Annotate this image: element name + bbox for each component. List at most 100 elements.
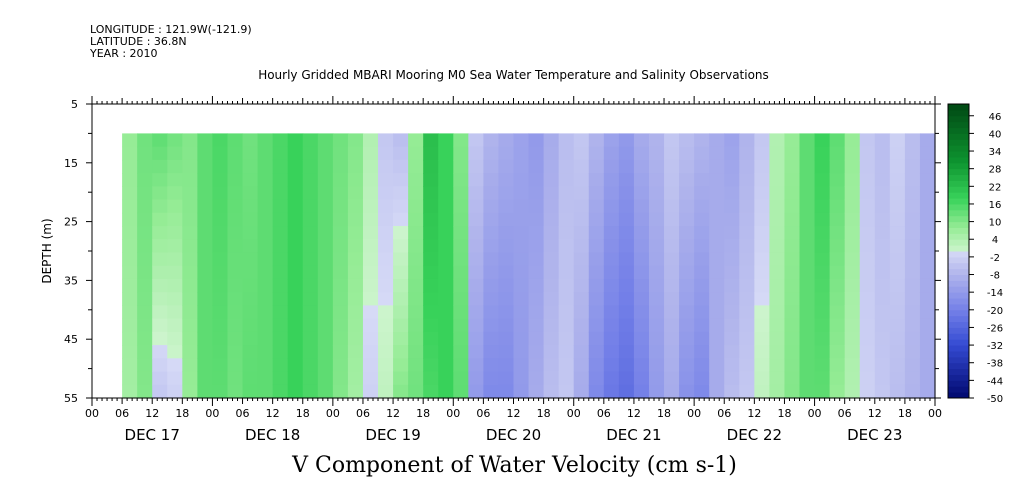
heatmap-cell bbox=[362, 173, 379, 187]
latitude-label: LATITUDE : 36.8N bbox=[90, 35, 187, 48]
x-hour-label: 18 bbox=[296, 407, 310, 420]
heatmap-cell bbox=[317, 318, 334, 333]
heatmap-cell bbox=[362, 358, 379, 373]
heatmap-cell bbox=[754, 358, 771, 373]
heatmap-cell bbox=[438, 186, 454, 201]
heatmap-cell bbox=[513, 186, 530, 201]
heatmap-cell bbox=[438, 159, 454, 174]
heatmap-cell bbox=[272, 159, 289, 174]
heatmap-cell bbox=[633, 265, 650, 280]
heatmap-cell bbox=[483, 371, 500, 386]
heatmap-cell bbox=[528, 252, 545, 267]
heatmap-cell bbox=[468, 305, 484, 320]
heatmap-cell bbox=[302, 384, 319, 399]
colorbar-swatch bbox=[948, 356, 969, 364]
heatmap-cell bbox=[769, 146, 786, 161]
heatmap-cell bbox=[844, 384, 861, 399]
heatmap-cell bbox=[829, 345, 846, 359]
colorbar-swatch bbox=[948, 233, 969, 240]
colorbar-label: -26 bbox=[987, 323, 1003, 334]
heatmap-cell bbox=[573, 318, 590, 333]
heatmap-cell bbox=[558, 239, 575, 254]
heatmap-cell bbox=[302, 212, 319, 227]
heatmap-cell bbox=[137, 186, 153, 201]
heatmap-cell bbox=[182, 265, 198, 280]
heatmap-cell bbox=[423, 186, 439, 201]
heatmap-cell bbox=[302, 292, 319, 306]
heatmap-cell bbox=[257, 173, 274, 187]
heatmap-cell bbox=[709, 305, 725, 320]
heatmap-cell bbox=[272, 371, 289, 386]
heatmap-cell bbox=[317, 278, 334, 293]
heatmap-cell bbox=[257, 278, 274, 293]
heatmap-cell bbox=[618, 252, 635, 267]
heatmap-cell bbox=[182, 173, 198, 187]
heatmap-cell bbox=[483, 265, 500, 280]
heatmap-cell bbox=[874, 331, 891, 346]
heatmap-cell bbox=[513, 212, 530, 227]
heatmap-cell bbox=[182, 186, 198, 201]
heatmap-cell bbox=[438, 345, 454, 359]
heatmap-cell bbox=[528, 331, 545, 346]
heatmap-cell bbox=[438, 212, 454, 227]
heatmap-cell bbox=[152, 345, 168, 359]
heatmap-cell bbox=[212, 371, 229, 386]
colorbar-swatch bbox=[948, 374, 969, 381]
heatmap-cell bbox=[227, 331, 244, 346]
heatmap-cell bbox=[844, 278, 861, 293]
heatmap-cell bbox=[468, 146, 484, 161]
heatmap-cell bbox=[829, 173, 846, 187]
heatmap-cell bbox=[242, 252, 259, 267]
heatmap-cell bbox=[648, 159, 665, 174]
heatmap-cell bbox=[528, 292, 545, 306]
heatmap-cell bbox=[769, 133, 786, 148]
heatmap-cell bbox=[679, 199, 695, 214]
heatmap-cell bbox=[423, 331, 439, 346]
heatmap-cell bbox=[152, 212, 168, 227]
heatmap-cell bbox=[859, 159, 876, 174]
heatmap-cell bbox=[227, 384, 244, 399]
heatmap-cell bbox=[799, 384, 816, 399]
heatmap-cell bbox=[438, 318, 454, 333]
colorbar-swatch bbox=[948, 139, 969, 146]
heatmap-cell bbox=[242, 173, 259, 187]
colorbar-label: -38 bbox=[987, 359, 1003, 370]
heatmap-cell bbox=[453, 173, 469, 187]
heatmap-cell bbox=[483, 345, 500, 359]
heatmap-cell bbox=[919, 186, 936, 201]
heatmap-cell bbox=[754, 252, 771, 267]
heatmap-cell bbox=[513, 371, 530, 386]
heatmap-cell bbox=[167, 239, 183, 254]
heatmap-cell bbox=[317, 371, 334, 386]
heatmap-cell bbox=[498, 226, 515, 240]
heatmap-cell bbox=[317, 199, 334, 214]
heatmap-cell bbox=[122, 146, 138, 161]
colorbar-label: 46 bbox=[989, 112, 1002, 123]
heatmap-cell bbox=[378, 384, 394, 399]
heatmap-cell bbox=[859, 186, 876, 201]
heatmap-cell bbox=[287, 239, 304, 254]
heatmap-cell bbox=[332, 318, 349, 333]
heatmap-cell bbox=[859, 318, 876, 333]
heatmap-cell bbox=[152, 371, 168, 386]
heatmap-cell bbox=[904, 278, 921, 293]
heatmap-cell bbox=[543, 371, 560, 386]
heatmap-cell bbox=[332, 265, 349, 280]
heatmap-cell bbox=[588, 239, 605, 254]
heatmap-cell bbox=[242, 358, 259, 373]
heatmap-cell bbox=[633, 318, 650, 333]
heatmap-cell bbox=[242, 278, 259, 293]
heatmap-cell bbox=[152, 173, 168, 187]
heatmap-cell bbox=[694, 318, 710, 333]
heatmap-cell bbox=[498, 331, 515, 346]
colorbar-swatch bbox=[948, 380, 969, 387]
heatmap-cell bbox=[498, 252, 515, 267]
x-hour-label: 00 bbox=[928, 407, 942, 420]
heatmap-cell bbox=[739, 173, 755, 187]
heatmap-cell bbox=[874, 292, 891, 306]
heatmap-cell bbox=[227, 186, 244, 201]
heatmap-cell bbox=[378, 345, 394, 359]
heatmap-cell bbox=[302, 371, 319, 386]
heatmap-cell bbox=[393, 371, 409, 386]
